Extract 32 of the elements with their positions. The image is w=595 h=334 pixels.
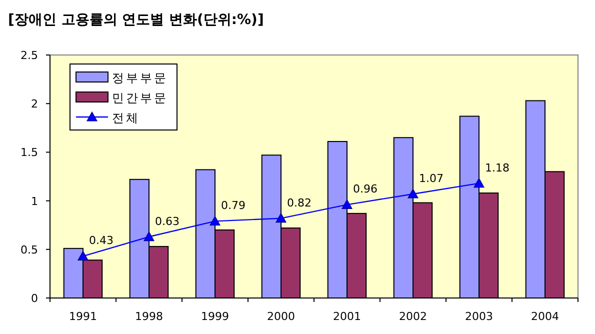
x-tick-label: 1998 bbox=[135, 310, 163, 323]
data-label: 0.96 bbox=[353, 182, 378, 196]
x-tick-label: 2002 bbox=[399, 310, 427, 323]
point bbox=[408, 188, 418, 198]
point bbox=[342, 199, 352, 209]
y-tick-label: 1 bbox=[31, 194, 38, 208]
x-tick-label: 2001 bbox=[333, 310, 361, 323]
y-tick-label: 0 bbox=[31, 292, 38, 305]
y-tick-label: 1.5 bbox=[20, 146, 38, 160]
legend-label: 전체 bbox=[112, 111, 140, 125]
data-label: 0.82 bbox=[287, 196, 312, 210]
x-tick-label: 2003 bbox=[465, 310, 493, 323]
data-label: 0.43 bbox=[89, 234, 114, 248]
point bbox=[210, 216, 220, 226]
y-tick-label: 2 bbox=[31, 98, 38, 111]
x-tick-label: 2000 bbox=[267, 310, 295, 323]
y-tick-label: 0.5 bbox=[20, 243, 38, 256]
data-label: 0.79 bbox=[221, 199, 246, 212]
point bbox=[474, 178, 484, 188]
data-label: 1.07 bbox=[419, 172, 444, 185]
y-tick-label: 2.5 bbox=[20, 49, 38, 62]
x-tick-label: 1991 bbox=[69, 310, 97, 323]
legend-label: 정부부문 bbox=[112, 71, 168, 85]
point bbox=[144, 231, 154, 242]
legend-label: 민간부문 bbox=[112, 91, 168, 105]
point bbox=[78, 250, 88, 261]
x-tick-label: 2004 bbox=[531, 310, 559, 323]
x-tick-label: 1999 bbox=[201, 310, 229, 323]
data-label: 0.63 bbox=[155, 214, 180, 228]
point bbox=[276, 212, 286, 223]
data-label: 1.18 bbox=[485, 161, 510, 174]
chart-title: [장애인 고용률의 연도별 변화(단위:%)] bbox=[8, 12, 264, 28]
